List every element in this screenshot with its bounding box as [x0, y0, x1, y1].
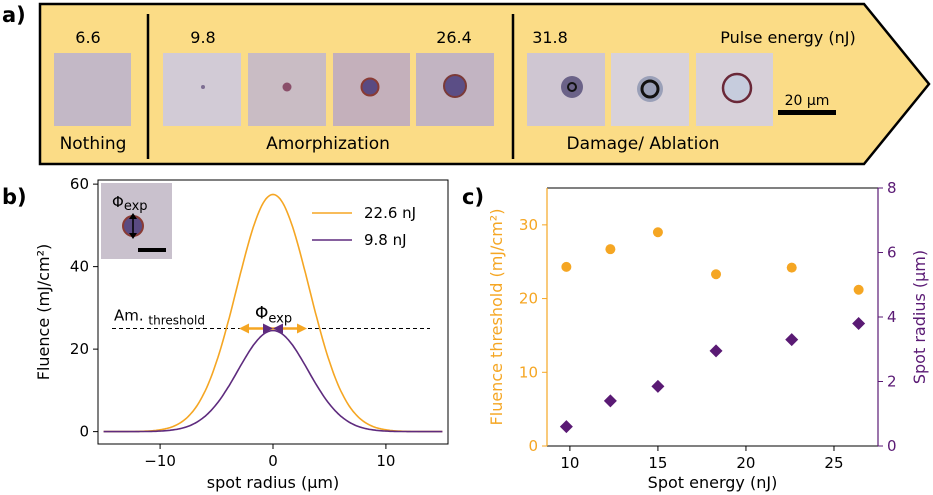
micrograph-5: [416, 53, 494, 126]
right-y-tick-label: 4: [887, 308, 897, 326]
threshold-point: [711, 269, 722, 280]
micrograph-6: [527, 53, 605, 126]
x-tick-label: 10: [560, 454, 579, 472]
phi-arrowhead-left: [239, 323, 249, 334]
panel-b-label: b): [2, 185, 27, 209]
phi-inner-right: [273, 323, 283, 334]
left-y-tick-label: 30: [519, 216, 538, 234]
series-line-1: [103, 193, 443, 433]
inset-arrowhead-down: [129, 233, 137, 239]
panel-c-label: c): [462, 185, 484, 209]
x-tick-label: −10: [144, 452, 176, 470]
legend-label-1: 22.6 nJ: [364, 204, 416, 222]
energy-label-1: 6.6: [75, 28, 100, 47]
region-label-nothing: Nothing: [60, 134, 127, 154]
threshold-point: [853, 284, 864, 295]
y-tick-label: 20: [70, 340, 89, 358]
phi-annotation: Φexp: [255, 304, 292, 327]
threshold-point: [786, 262, 797, 273]
micrograph-8: [696, 53, 773, 126]
x-axis-label: spot radius (μm): [207, 473, 339, 492]
legend-label-2: 9.8 nJ: [364, 231, 407, 249]
threshold-point: [652, 227, 663, 238]
right-y-tick-label: 6: [887, 244, 897, 262]
inset-arrowhead-up: [129, 213, 137, 219]
x-tick-label: 20: [736, 454, 755, 472]
threshold-point: [605, 244, 616, 255]
x-tick-label: 10: [376, 452, 395, 470]
energy-label-4: 31.8: [532, 28, 568, 47]
right-y-tick-label: 0: [887, 437, 897, 455]
region-label-damage: Damage/ Ablation: [567, 134, 720, 154]
micrograph-1: [54, 53, 131, 126]
inset-phi-label: Φexp: [112, 193, 148, 214]
energy-label-3: 26.4: [436, 28, 472, 47]
pulse-energy-label: Pulse energy (nJ): [720, 28, 855, 47]
x-tick-label: 0: [268, 452, 278, 470]
right-y-axis-label: Spot radius (μm): [910, 250, 929, 384]
energy-label-2: 9.8: [190, 28, 215, 47]
scale-bar: [778, 110, 836, 115]
x-axis-label: Spot energy (nJ): [648, 473, 778, 492]
micrograph-4: [333, 53, 410, 126]
inset-scale-bar: [138, 248, 166, 252]
left-y-tick-label: 20: [519, 290, 538, 308]
left-y-axis-label: Fluence threshold (mJ/cm²): [487, 209, 506, 426]
series-line-2: [103, 329, 443, 433]
fluence-profile-chart: −10 0 10 0 20 40 60 spot radius (μm) Fluence (mJ…: [34, 175, 449, 492]
y-tick-label: 0: [79, 423, 89, 441]
threshold-point: [561, 261, 572, 272]
panel-a-label: a): [2, 3, 26, 27]
x-tick-label: 15: [648, 454, 667, 472]
phi-inner-left: [263, 323, 273, 334]
micrograph-3: [248, 53, 326, 126]
y-axis-label: Fluence (mJ/cm²): [34, 244, 53, 380]
radius-point: [651, 379, 665, 393]
phi-arrowhead-right: [297, 323, 307, 334]
radius-point: [559, 420, 573, 434]
y-tick-label: 60: [70, 175, 89, 193]
left-y-tick-label: 10: [519, 363, 538, 381]
right-y-tick-label: 8: [887, 179, 897, 197]
radius-point: [852, 316, 866, 330]
threshold-label: Am. threshold: [114, 307, 205, 328]
threshold-scatter-chart: 10 15 20 25 0 10 20 30 0 2 4 6 8 Spot energy (nJ) Flue…: [487, 179, 929, 492]
x-tick-label: 25: [824, 454, 843, 472]
right-y-tick-label: 2: [887, 373, 897, 391]
scale-bar-label: 20 μm: [785, 93, 830, 109]
radius-point: [785, 333, 799, 347]
micrograph-7: [611, 53, 689, 126]
radius-point: [709, 344, 723, 358]
radius-point: [603, 394, 617, 408]
left-y-tick-label: 0: [528, 437, 538, 455]
y-tick-label: 40: [70, 258, 89, 276]
region-label-amorphization: Amorphization: [266, 134, 390, 154]
micrograph-2: [163, 53, 241, 126]
